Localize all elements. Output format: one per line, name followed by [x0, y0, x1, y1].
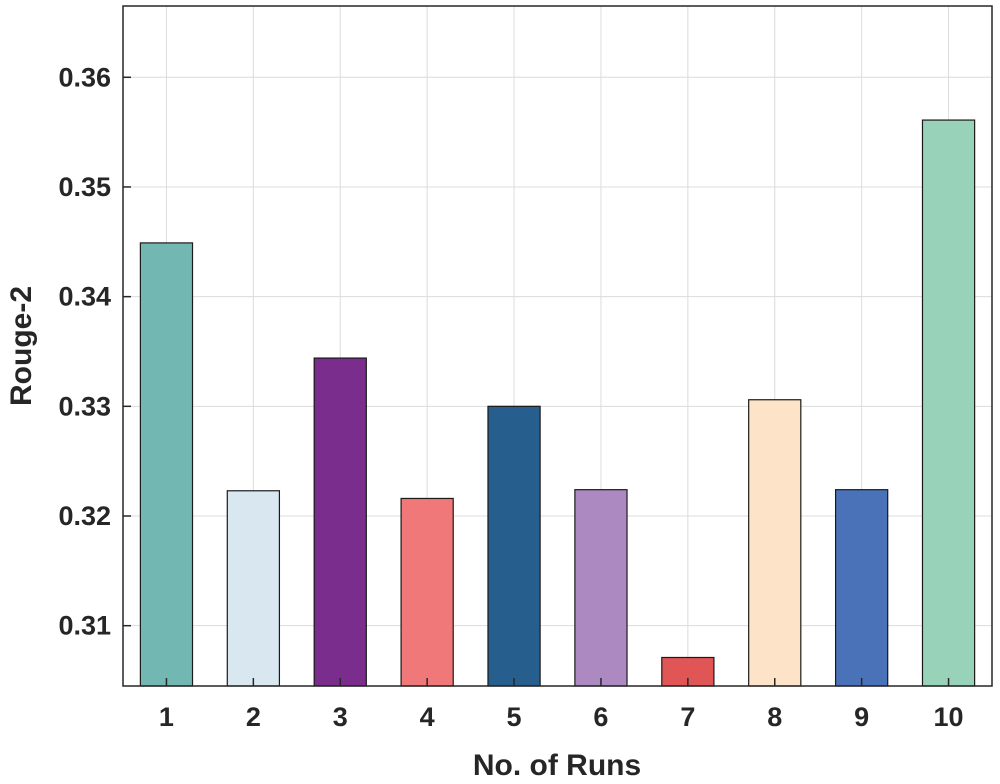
bars	[139, 119, 976, 687]
bar-run-6	[574, 489, 628, 687]
y-tick-label: 0.31	[58, 611, 111, 641]
x-tick-label: 9	[854, 702, 869, 732]
x-axis-ticks: 1 2 3 4 5 6 7 8 9 10	[159, 678, 964, 732]
y-tick-label: 0.32	[58, 501, 111, 531]
x-tick-label: 2	[246, 702, 261, 732]
x-axis-title: No. of Runs	[473, 749, 641, 782]
bar-run-10	[921, 119, 976, 687]
y-tick-label: 0.35	[58, 172, 111, 202]
x-tick-label: 3	[333, 702, 348, 732]
bar-run-3	[313, 357, 367, 687]
x-tick-label: 5	[507, 702, 522, 732]
plot-frame	[122, 5, 993, 687]
y-axis-ticks: 0.31 0.32 0.33 0.34 0.35 0.36	[58, 62, 131, 641]
x-tick-label: 4	[420, 702, 435, 732]
x-tick-label: 6	[593, 702, 608, 732]
y-tick-label: 0.36	[58, 62, 111, 92]
x-tick-label: 7	[680, 702, 695, 732]
y-tick-label: 0.33	[58, 391, 111, 421]
bar-run-9	[834, 489, 889, 687]
x-tick-label: 8	[767, 702, 782, 732]
y-axis-title: Rouge-2	[5, 286, 38, 406]
y-tick-label: 0.34	[58, 282, 111, 312]
bar-run-5	[487, 405, 541, 687]
bar-run-2	[226, 490, 281, 687]
bar-run-8	[748, 399, 802, 687]
bar-run-1	[139, 242, 194, 687]
bar-run-4	[400, 497, 454, 687]
x-tick-label: 1	[159, 702, 174, 732]
x-tick-label: 10	[934, 702, 964, 732]
